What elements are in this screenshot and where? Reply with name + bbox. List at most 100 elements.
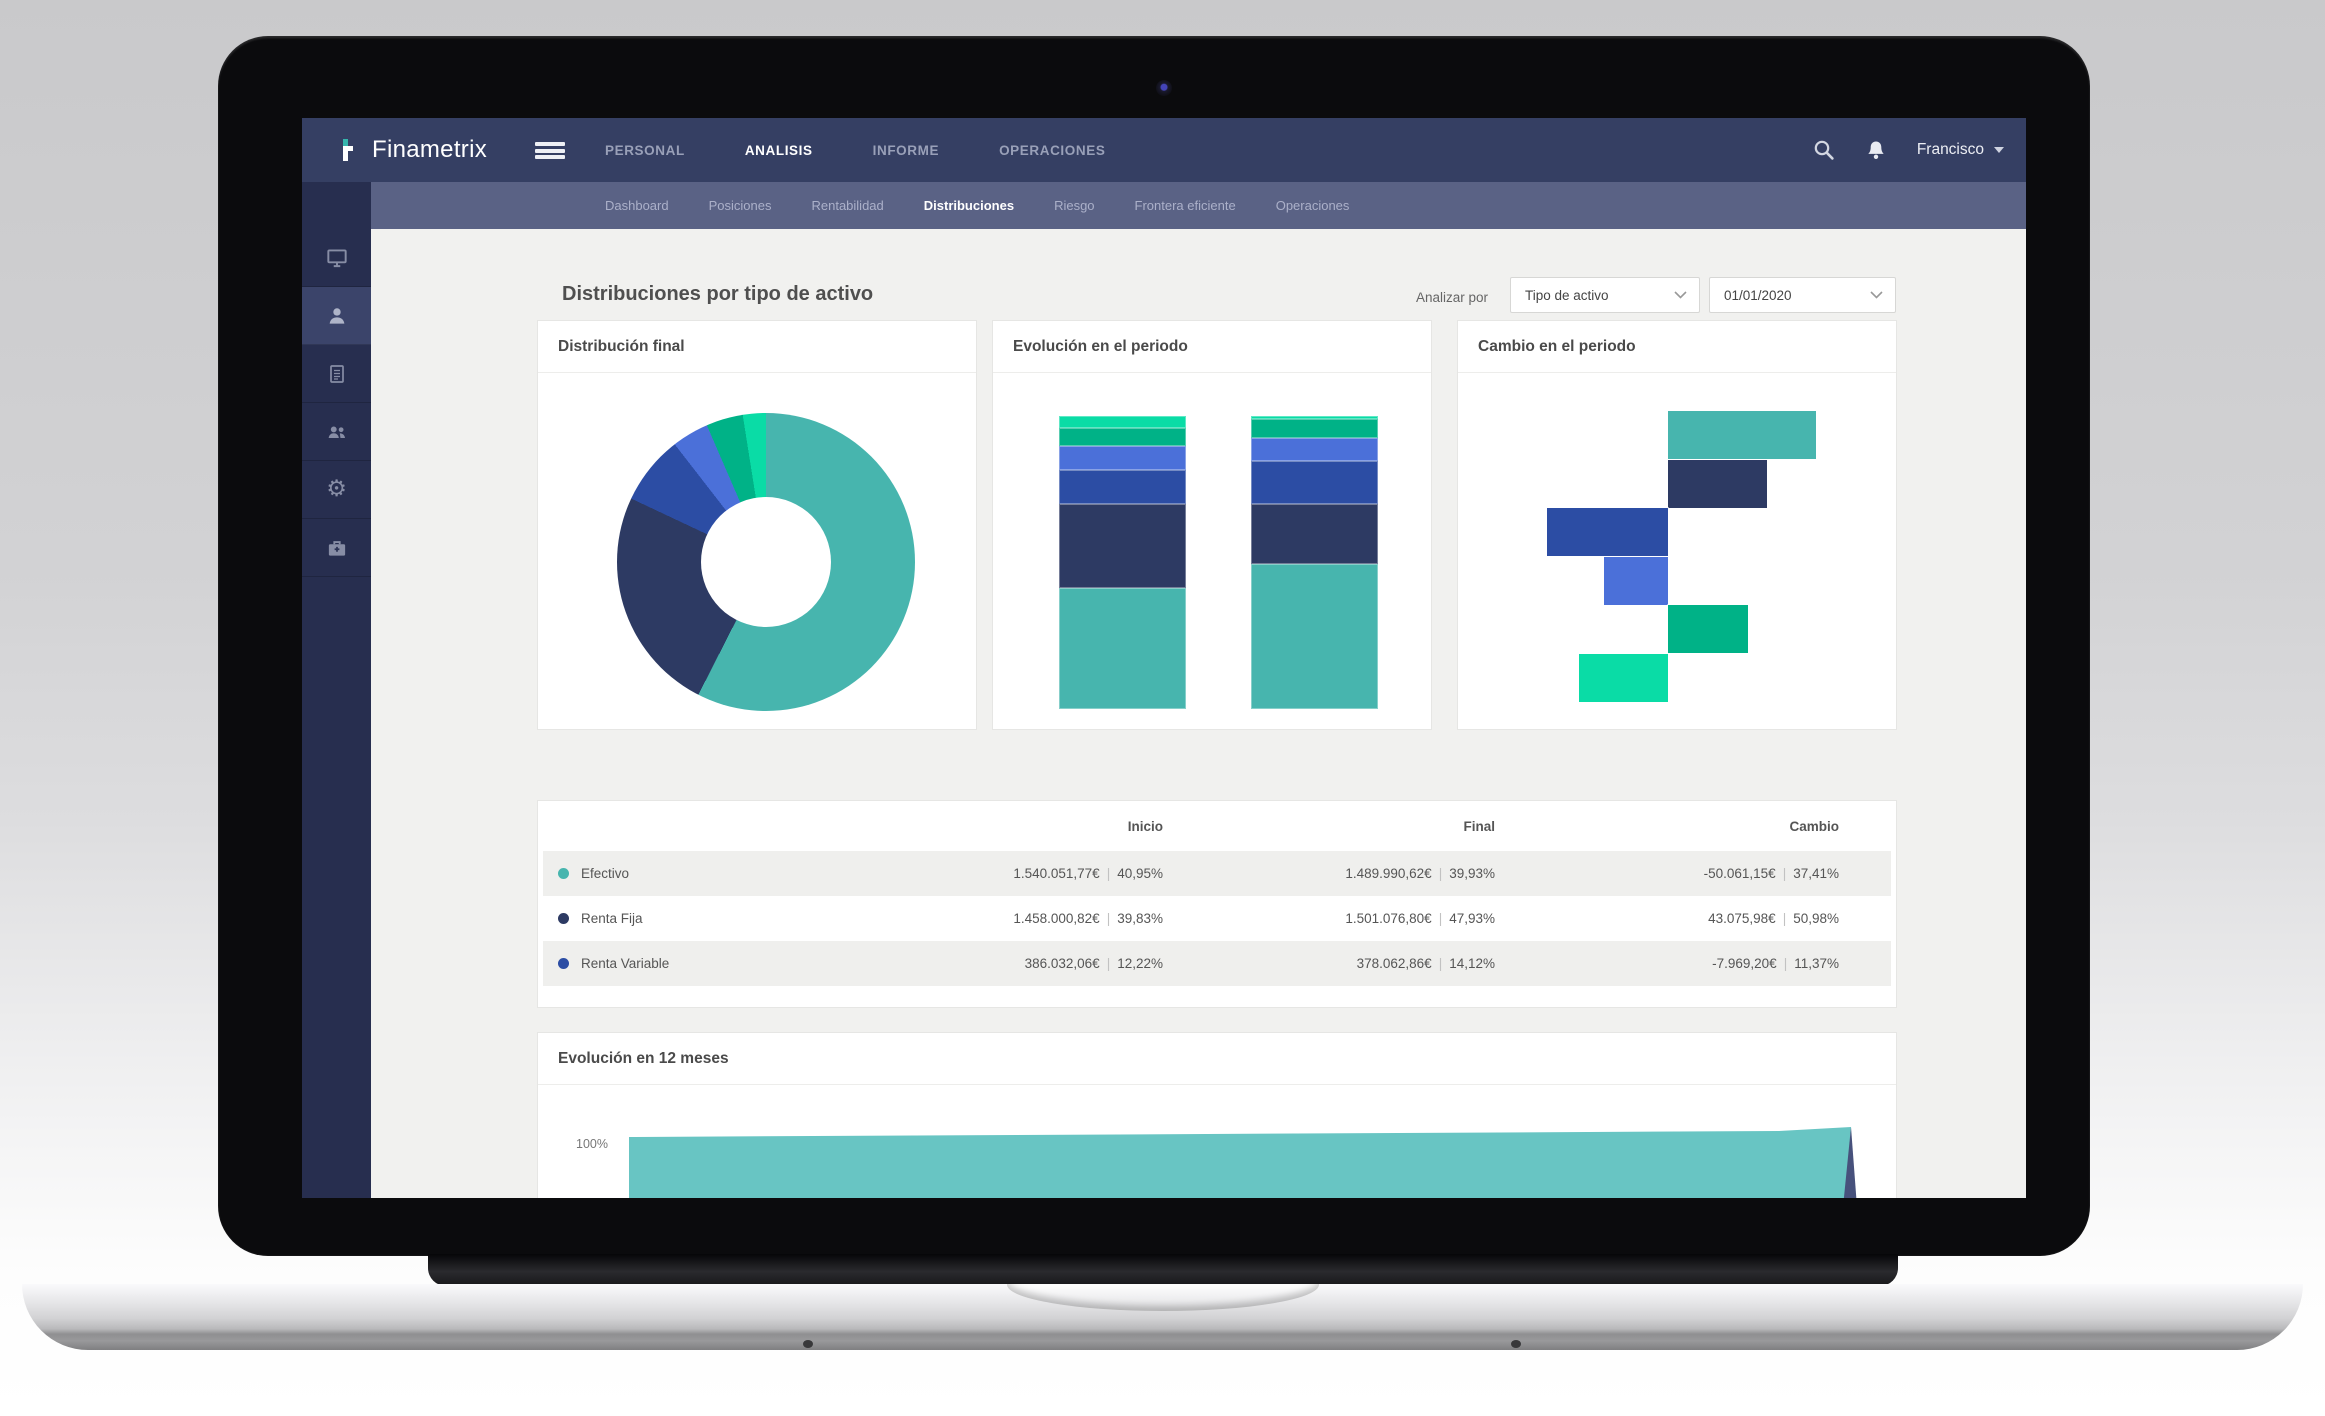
stacked-bar	[1251, 416, 1378, 709]
card-title: Evolución en el periodo	[993, 321, 1431, 373]
app-screen: Finametrix PERSONAL ANALISIS INFORME OPERAC…	[302, 118, 2026, 1198]
sidebar-item-monitor-icon[interactable]	[302, 229, 371, 287]
cell-final: 1.501.076,80€ | 47,93%	[1345, 911, 1495, 926]
laptop-hinge	[428, 1254, 1898, 1286]
area-series-area_teal	[629, 1127, 1851, 1198]
briefcase-plus-icon	[324, 535, 350, 561]
col-inicio: Inicio	[1127, 818, 1163, 834]
cell-inicio: 1.458.000,82€ | 39,83%	[1013, 911, 1163, 926]
legend-dot	[558, 958, 569, 969]
sub-nav-item-posiciones[interactable]: Posiciones	[708, 198, 772, 213]
donut-chart	[617, 413, 915, 711]
asset-name: Efectivo	[581, 866, 630, 881]
card-title: Distribución final	[538, 321, 976, 373]
table-body: Efectivo 1.540.051,77€ | 40,95% 1.489.990,62…	[538, 851, 1896, 986]
sidebar-item-user-icon[interactable]	[302, 287, 371, 345]
top-nav-item-informe[interactable]: INFORME	[872, 142, 940, 158]
asset-name: Renta Variable	[581, 956, 670, 971]
card-evolucion-12-meses: Evolución en 12 meses 100%	[537, 1032, 1897, 1198]
sidebar-item-document-icon[interactable]	[302, 345, 371, 403]
chevron-down-icon	[1674, 291, 1687, 299]
top-nav-item-analisis[interactable]: ANALISIS	[744, 142, 813, 158]
bar-segment-periwinkle	[1059, 446, 1186, 471]
sub-nav-item-frontera-eficiente[interactable]: Frontera eficiente	[1134, 198, 1236, 213]
sub-nav-item-operaciones[interactable]: Operaciones	[1275, 198, 1350, 213]
sub-nav-item-riesgo[interactable]: Riesgo	[1054, 198, 1095, 213]
user-name: Francisco	[1916, 141, 1984, 158]
change-bar-royal	[1547, 508, 1668, 557]
bar-segment-navy	[1251, 504, 1378, 564]
card-title: Cambio en el periodo	[1458, 321, 1896, 373]
sub-nav-item-distribuciones[interactable]: Distribuciones	[923, 198, 1015, 213]
table-header: Inicio Final Cambio	[538, 801, 1896, 851]
card-title: Evolución en 12 meses	[538, 1033, 1896, 1085]
bar-segment-royal	[1059, 470, 1186, 505]
change-bar-teal	[1668, 411, 1816, 459]
asset-type-select[interactable]: Tipo de activo	[1510, 277, 1700, 313]
bar-segment-navy	[1059, 504, 1186, 588]
page-title: Distribuciones por tipo de activo	[562, 283, 874, 305]
sidebar-item-users-icon[interactable]	[302, 403, 371, 461]
change-bar-mint	[1579, 654, 1668, 702]
sidebar-item-briefcase-plus-icon[interactable]	[302, 519, 371, 577]
menu-button[interactable]	[535, 142, 565, 159]
date-select[interactable]: 01/01/2020	[1709, 277, 1896, 313]
monitor-icon	[324, 245, 350, 271]
cell-inicio: 386.032,06€ | 12,22%	[1024, 956, 1163, 971]
user-icon	[324, 303, 350, 329]
sub-nav-item-dashboard[interactable]: Dashboard	[605, 198, 669, 213]
legend-dot	[558, 913, 569, 924]
date-value: 01/01/2020	[1724, 287, 1792, 303]
laptop-foot	[803, 1340, 813, 1348]
bell-icon[interactable]	[1865, 139, 1887, 161]
top-bar: Finametrix PERSONAL ANALISIS INFORME OPERAC…	[302, 118, 2026, 182]
area-series-area_navy	[1843, 1127, 1857, 1198]
chevron-down-icon	[1870, 291, 1883, 299]
card-distribucion-final: Distribución final	[537, 320, 977, 730]
row-label: Efectivo	[543, 866, 823, 881]
table-row: Efectivo 1.540.051,77€ | 40,95% 1.489.990,62…	[543, 851, 1891, 896]
top-navigation: PERSONAL ANALISIS INFORME OPERACIONES	[605, 118, 1105, 182]
laptop-foot	[1511, 1340, 1521, 1348]
bar-segment-teal	[1251, 563, 1378, 709]
col-final: Final	[1463, 818, 1495, 834]
cell-cambio: 43.075,98€ | 50,98%	[1708, 911, 1839, 926]
cell-final: 378.062,86€ | 14,12%	[1356, 956, 1495, 971]
cell-inicio: 1.540.051,77€ | 40,95%	[1013, 866, 1163, 881]
top-right-actions: Francisco	[1813, 118, 2004, 182]
bar-segment-emerald	[1251, 419, 1378, 438]
sidebar-items: ⚙	[302, 229, 371, 577]
main-content: Distribuciones por tipo de activo Analiz…	[371, 229, 2026, 1198]
distribution-table-card: Inicio Final Cambio Efectivo 1.540.051,77…	[537, 800, 1897, 1008]
asset-type-value: Tipo de activo	[1525, 287, 1609, 303]
table-row: Renta Variable 386.032,06€ | 12,22% 378.062,…	[543, 941, 1891, 986]
user-menu[interactable]: Francisco	[1917, 141, 2004, 159]
document-icon	[325, 362, 349, 386]
brand-name: Finametrix	[372, 136, 488, 163]
brand-logo[interactable]: Finametrix	[326, 132, 487, 168]
top-nav-item-personal[interactable]: PERSONAL	[605, 142, 685, 158]
change-bar-navy	[1668, 459, 1767, 508]
y-axis-label: 100%	[576, 1137, 608, 1151]
cell-cambio: -50.061,15€ | 37,41%	[1703, 866, 1839, 881]
sub-nav-item-rentabilidad[interactable]: Rentabilidad	[811, 198, 884, 213]
table-row: Renta Fija 1.458.000,82€ | 39,83% 1.501.076,…	[543, 896, 1891, 941]
sub-navigation: Dashboard Posiciones Rentabilidad Distribuc…	[371, 182, 2026, 229]
analyze-by-label: Analizar por	[1416, 290, 1489, 305]
legend-dot	[558, 868, 569, 879]
sidebar: ⚙	[302, 182, 371, 1198]
chevron-down-icon	[1994, 147, 2004, 153]
search-icon[interactable]	[1813, 139, 1835, 161]
change-bar-emerald	[1668, 605, 1748, 654]
cell-cambio: -7.969,20€ | 11,37%	[1712, 956, 1839, 971]
stacked-bar-chart	[993, 416, 1433, 709]
asset-name: Renta Fija	[581, 911, 643, 926]
cell-final: 1.489.990,62€ | 39,93%	[1345, 866, 1495, 881]
webcam-icon	[1156, 80, 1172, 96]
users-icon	[324, 419, 350, 445]
bar-segment-periwinkle	[1251, 437, 1378, 462]
sidebar-item-gear-icon[interactable]: ⚙	[302, 461, 371, 519]
top-nav-item-operaciones[interactable]: OPERACIONES	[999, 142, 1106, 158]
bar-segment-royal	[1251, 461, 1378, 505]
